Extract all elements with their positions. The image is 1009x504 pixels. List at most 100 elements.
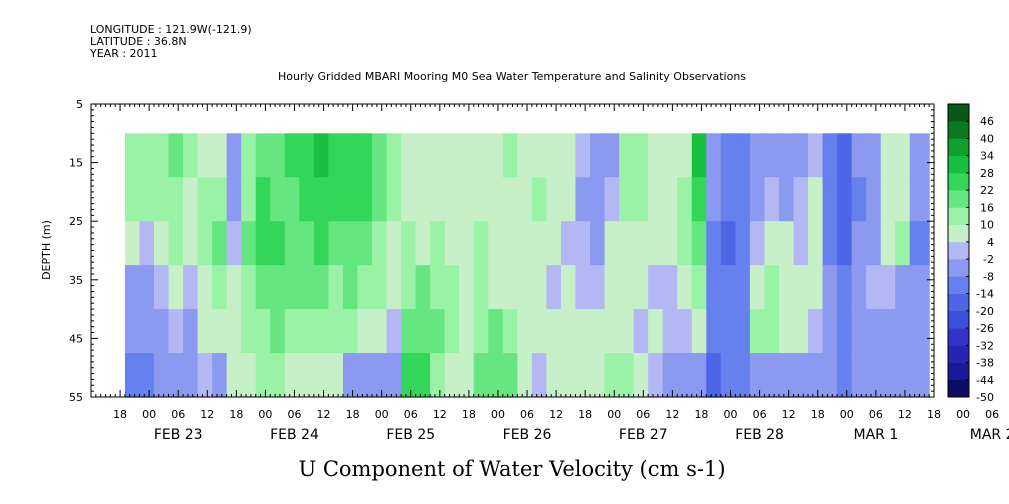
heatmap-cell: [386, 265, 402, 310]
colorbar-label: -32: [976, 339, 994, 352]
heatmap-cell: [415, 353, 431, 398]
heatmap-cell: [444, 221, 460, 266]
heatmap-cell: [328, 133, 344, 178]
heatmap-cell: [444, 133, 460, 178]
heatmap-cell: [590, 309, 606, 354]
heatmap-cell: [604, 353, 620, 398]
colorbar-label: -44: [976, 374, 994, 387]
heatmap-cell: [241, 265, 257, 310]
x-hour-label: 00: [142, 408, 156, 421]
heatmap-cell: [342, 177, 359, 222]
colorbar-label: -26: [976, 322, 994, 335]
heatmap-cell: [866, 265, 882, 310]
x-date-label: FEB 26: [503, 427, 552, 443]
heatmap-cell: [866, 133, 882, 178]
heatmap-cell: [706, 133, 722, 178]
heatmap-cell: [880, 309, 896, 354]
heatmap-cell: [357, 221, 373, 266]
heatmap-cell: [255, 309, 271, 354]
heatmap-cell: [226, 133, 242, 178]
heatmap-cell: [401, 353, 417, 398]
heatmap-cell: [778, 177, 795, 222]
heatmap-cell: [691, 353, 707, 398]
heatmap-cell: [313, 265, 329, 310]
heatmap-cell: [488, 133, 504, 178]
heatmap-cell: [502, 265, 518, 310]
heatmap-cell: [691, 133, 707, 178]
heatmap-cell: [909, 221, 930, 266]
heatmap-cell: [284, 177, 300, 222]
heatmap-cell: [473, 177, 489, 222]
heatmap-cell: [575, 353, 591, 398]
heatmap-cell: [168, 265, 184, 310]
heatmap-cell: [778, 353, 795, 398]
heatmap-cell: [808, 309, 824, 354]
heatmap-cell: [793, 265, 809, 310]
x-hour-label: 06: [520, 408, 534, 421]
heatmap-cell: [677, 177, 693, 222]
heatmap-cell: [197, 309, 213, 354]
heatmap-cell: [502, 177, 518, 222]
x-date-label: FEB 23: [154, 427, 203, 443]
heatmap-cell: [153, 221, 170, 266]
heatmap-cell: [895, 353, 911, 398]
heatmap-cell: [241, 177, 257, 222]
heatmap-cell: [648, 221, 664, 266]
heatmap-cell: [270, 309, 286, 354]
heatmap-cell: [372, 309, 388, 354]
heatmap-cell: [749, 133, 766, 178]
heatmap-cell: [633, 265, 649, 310]
heatmap-cell: [691, 309, 707, 354]
heatmap-cell: [386, 221, 402, 266]
heatmap-cell: [822, 353, 838, 398]
heatmap-cell: [662, 309, 678, 354]
heatmap-cell: [139, 309, 155, 354]
x-hour-label: 18: [694, 408, 708, 421]
x-hour-label: 12: [317, 408, 331, 421]
heatmap-cell: [619, 265, 635, 310]
heatmap-cell: [633, 133, 649, 178]
heatmap-cell: [546, 265, 562, 310]
heatmap-cell: [909, 353, 930, 398]
heatmap-cell: [328, 177, 344, 222]
heatmap-cell: [502, 353, 518, 398]
colorbar-label: 16: [980, 201, 994, 214]
heatmap-cell: [590, 133, 606, 178]
heatmap-cell: [270, 353, 286, 398]
heatmap-cell: [226, 221, 242, 266]
colorbar-swatch: [948, 224, 969, 243]
heatmap-cell: [430, 265, 446, 310]
heatmap-cell: [197, 133, 213, 178]
heatmap-cell: [401, 221, 417, 266]
heatmap-cell: [677, 133, 693, 178]
x-date-label: MAR 1: [853, 427, 898, 443]
colorbar-label: -50: [976, 391, 994, 404]
heatmap-cell: [822, 177, 838, 222]
heatmap-cell: [488, 265, 504, 310]
heatmap-cell: [473, 133, 489, 178]
colorbar-label: -8: [983, 270, 994, 283]
heatmap-cell: [619, 221, 635, 266]
heatmap-cell: [822, 221, 838, 266]
x-hour-label: 06: [171, 408, 185, 421]
heatmap-cell: [372, 133, 388, 178]
heatmap-cell: [648, 177, 664, 222]
heatmap-cell: [866, 353, 882, 398]
heatmap-cell: [866, 221, 882, 266]
heatmap-cell: [430, 133, 446, 178]
heatmap-cell: [531, 177, 548, 222]
heatmap-cell: [837, 309, 853, 354]
heatmap-cell: [153, 309, 170, 354]
colorbar-label: 40: [980, 132, 994, 145]
heatmap-cell: [415, 177, 431, 222]
heatmap-cell: [546, 221, 562, 266]
heatmap-cell: [124, 265, 141, 310]
heatmap-cell: [284, 221, 300, 266]
colorbar-swatch: [948, 345, 969, 363]
x-hour-label: 18: [113, 408, 127, 421]
heatmap-cell: [444, 353, 460, 398]
heatmap-cell: [735, 133, 751, 178]
colorbar-swatch: [948, 241, 969, 260]
heatmap-cell: [546, 353, 562, 398]
x-hour-label: 00: [840, 408, 854, 421]
